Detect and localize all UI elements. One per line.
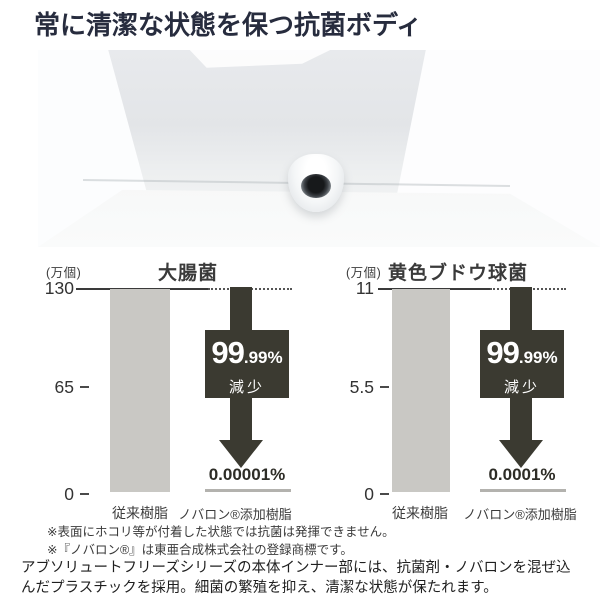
reduction-percentage: 99.99% [211, 335, 283, 370]
y-tick-mark-mid [80, 386, 89, 388]
x-label-treated: ノバロン®添加樹脂 [178, 507, 292, 522]
footnote-trademark: ※『ノバロン®』は東亜合成株式会社の登録商標です。 [47, 542, 353, 557]
y-tick-mark-mid [380, 386, 389, 388]
y-axis-unit-label: (万個) [46, 266, 82, 280]
page-title: 常に清潔な状態を保つ抗菌ボディ [34, 11, 423, 40]
freezer-interior-photo [38, 50, 600, 247]
reduction-percentage: 99.99% [486, 335, 558, 370]
result-underline [205, 489, 291, 492]
reduction-word: 減少 [503, 379, 540, 396]
y-tick-mid: 65 [54, 377, 74, 397]
reduction-arrow-head-icon [499, 440, 543, 468]
chart-title: 大腸菌 [157, 263, 218, 284]
y-axis-unit-label: (万個) [346, 266, 382, 280]
y-tick-mark-zero [380, 493, 389, 495]
reduction-badge: 99.99% 減少 [205, 330, 289, 398]
chart-ecoli: (万個) 大腸菌 130 65 0 99.99% 減少 0.00001% 従来樹… [38, 258, 294, 524]
result-value: 0.00001% [208, 465, 286, 484]
y-tick-mark-zero [80, 493, 89, 495]
reduction-badge: 99.99% 減少 [480, 330, 564, 398]
reduction-word: 減少 [228, 379, 265, 396]
drain-spout [288, 154, 344, 214]
result-underline [480, 489, 566, 492]
chart-staphylococcus: (万個) 黄色ブドウ球菌 11 5.5 0 99.99% 減少 0.0001% … [338, 258, 594, 524]
description-text: アブソリュートフリーズシリーズの本体インナー部には、抗菌剤・ノバロンを混ぜ込んだ… [21, 560, 571, 596]
y-tick-zero: 0 [64, 484, 74, 504]
y-tick-top: 11 [355, 278, 374, 298]
footnote-antibacterial-condition: ※表面にホコリ等が付着した状態では抗菌は発揮できません。 [47, 525, 395, 539]
chart-title: 黄色ブドウ球菌 [387, 263, 528, 284]
x-label-treated: ノバロン®添加樹脂 [463, 507, 577, 522]
photo-rim-highlight [189, 50, 331, 68]
y-tick-mid: 5.5 [349, 377, 374, 397]
reduction-arrow-head-icon [219, 440, 263, 468]
conventional-resin-bar [392, 289, 450, 492]
conventional-resin-bar [110, 289, 170, 492]
y-tick-zero: 0 [364, 484, 374, 504]
x-label-conventional: 従来樹脂 [112, 505, 168, 521]
result-value: 0.0001% [488, 465, 556, 484]
x-label-conventional: 従来樹脂 [392, 505, 448, 521]
footnotes: ※表面にホコリ等が付着した状態では抗菌は発揮できません。 ※『ノバロン®』は東亜… [47, 524, 395, 559]
drain-hole [301, 174, 331, 198]
y-tick-top: 130 [44, 278, 74, 298]
